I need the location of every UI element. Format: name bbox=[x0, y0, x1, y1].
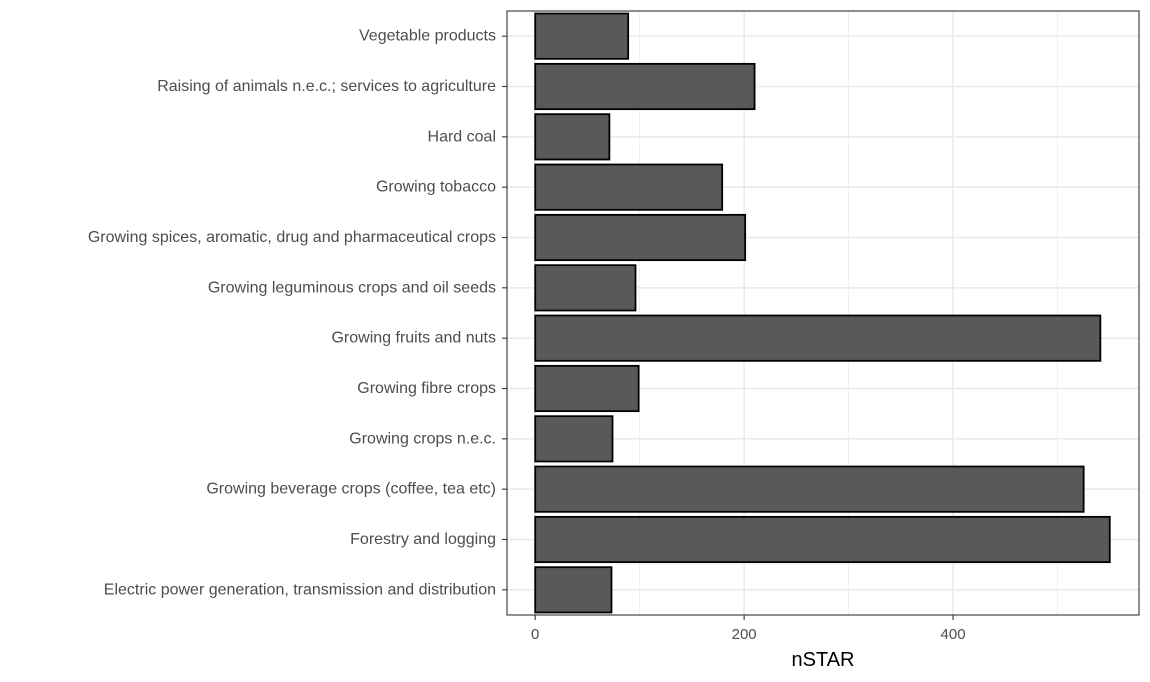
panel-border bbox=[506, 10, 1140, 616]
bar bbox=[534, 465, 1085, 513]
x-axis: 0 200 400 bbox=[531, 615, 966, 643]
bar bbox=[534, 113, 611, 161]
bar bbox=[534, 62, 756, 111]
bar bbox=[534, 566, 613, 614]
x-tick-label: 0 bbox=[531, 626, 539, 643]
bar bbox=[534, 163, 724, 211]
x-axis-title: nSTAR bbox=[792, 649, 855, 671]
bar bbox=[534, 364, 640, 413]
y-tick-label: Raising of animals n.e.c.; services to a… bbox=[157, 78, 496, 95]
y-tick-label: Growing spices, aromatic, drug and pharm… bbox=[88, 229, 496, 246]
bar bbox=[534, 515, 1111, 564]
bar bbox=[534, 415, 614, 463]
y-tick-label: Growing fruits and nuts bbox=[331, 330, 496, 347]
y-tick-label: Electric power generation, transmission … bbox=[104, 581, 496, 598]
y-tick-label: Hard coal bbox=[428, 128, 496, 145]
y-axis: Vegetable products Raising of animals n.e… bbox=[88, 28, 507, 598]
bars-layer bbox=[534, 12, 1111, 614]
y-tick-label: Growing fibre crops bbox=[357, 380, 496, 397]
grid-layer bbox=[507, 11, 1139, 615]
y-tick-label: Growing leguminous crops and oil seeds bbox=[208, 279, 496, 296]
y-tick-label: Growing tobacco bbox=[376, 179, 496, 196]
y-tick-label: Forestry and logging bbox=[350, 531, 496, 548]
y-tick-label: Growing beverage crops (coffee, tea etc) bbox=[206, 481, 496, 498]
x-tick-label: 200 bbox=[732, 626, 757, 643]
bar bbox=[534, 314, 1102, 362]
panel-background bbox=[507, 11, 1139, 615]
x-tick-label: 400 bbox=[941, 626, 966, 643]
y-tick-label: Vegetable products bbox=[359, 28, 496, 45]
y-tick-label: Growing crops n.e.c. bbox=[349, 430, 496, 447]
bar bbox=[534, 213, 747, 262]
bar bbox=[534, 264, 637, 312]
bar bbox=[534, 12, 630, 60]
